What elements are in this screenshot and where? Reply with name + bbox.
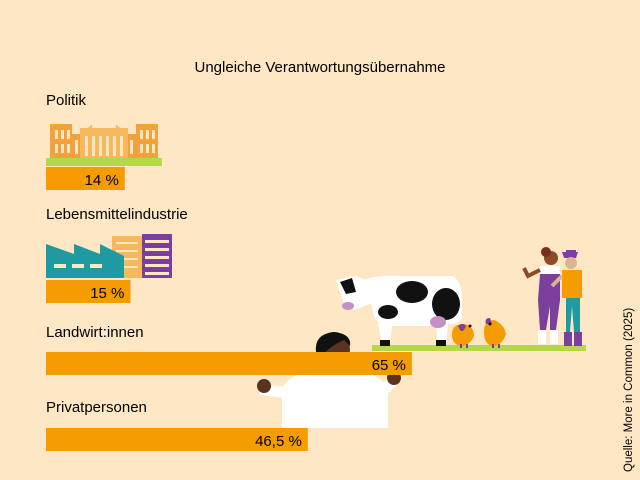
bar-politik xyxy=(46,167,125,190)
value-label-politik: 14 % xyxy=(85,172,119,189)
chicken-icon xyxy=(484,318,506,348)
bar-landwirtinnen xyxy=(46,352,412,375)
cow-icon xyxy=(336,275,462,346)
category-label-landwirtinnen: Landwirt:innen xyxy=(46,324,144,341)
farmer-man-icon xyxy=(550,250,582,346)
category-label-lebensmittelindustrie: Lebensmittelindustrie xyxy=(46,206,188,223)
farmer-woman-icon xyxy=(522,247,560,344)
chicken-icon xyxy=(452,324,474,348)
value-label-privatpersonen: 46,5 % xyxy=(255,433,302,450)
bar-privatpersonen xyxy=(46,428,308,451)
parliament-building-icon xyxy=(46,120,162,166)
chart-title: Ungleiche Verantwortungsübernahme xyxy=(195,59,446,76)
value-label-landwirtinnen: 65 % xyxy=(372,357,406,374)
farm-scene-icon xyxy=(336,247,586,351)
factory-icon xyxy=(46,234,172,278)
category-label-politik: Politik xyxy=(46,92,87,109)
category-label-privatpersonen: Privatpersonen xyxy=(46,399,147,416)
source-note: Quelle: More in Common (2025) xyxy=(623,308,635,472)
bar-lebensmittelindustrie xyxy=(46,280,131,303)
value-label-lebensmittelindustrie: 15 % xyxy=(90,285,124,302)
